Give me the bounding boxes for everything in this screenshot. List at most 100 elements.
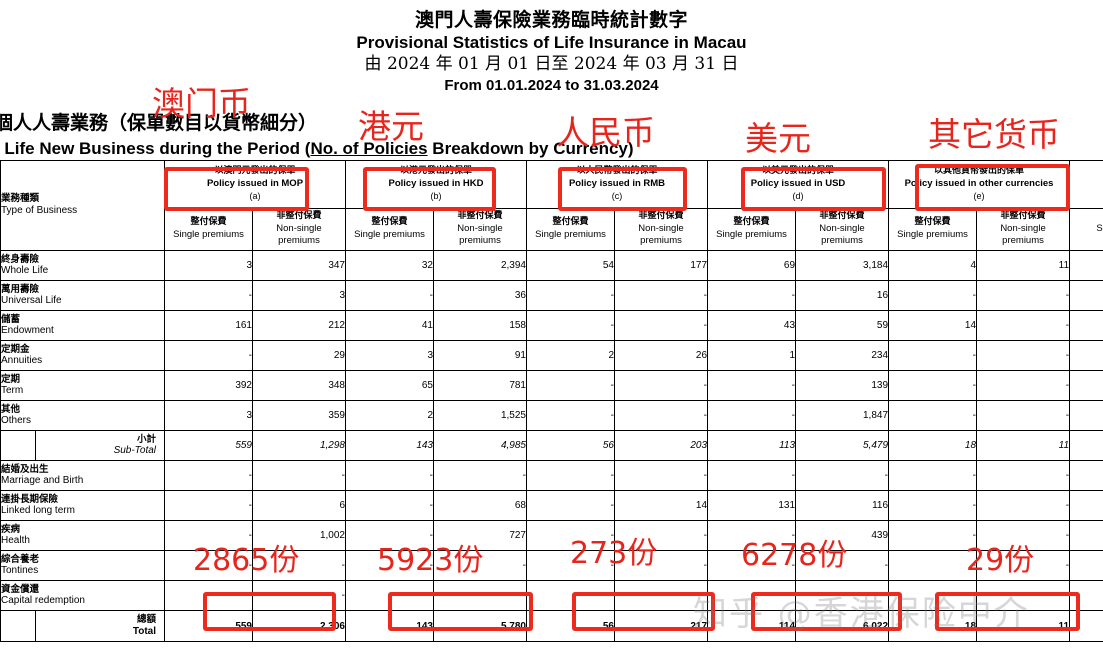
cell-x0-7: - [795, 460, 890, 491]
cell-x2-0: - [164, 520, 253, 551]
header-other-single: 整付保費 Single premiums [888, 208, 978, 251]
annotation-count-1: 5923份 [377, 543, 484, 578]
cell-x4-1: - [252, 580, 346, 611]
cell-x2-3: 727 [433, 520, 527, 551]
row-label-en: Others [1, 415, 32, 427]
sub-total-label-cn: 小計 [136, 433, 156, 445]
cell-sub-0: 559 [164, 430, 253, 461]
header-rmb-single: 整付保費 Single premiums [526, 208, 615, 251]
cell-x2-6: - [707, 520, 797, 551]
cell-r1-1: 3 [252, 280, 346, 311]
cell-r4-2: 65 [345, 370, 434, 401]
table-row-tontines: 綜合養老 Tontines - - - - - - - - - - [0, 550, 1103, 581]
row-label-en: Capital redemption [1, 595, 85, 607]
header-usd-nonsingle-en2: premiums [821, 235, 863, 247]
cell-x4-4: - [526, 580, 615, 611]
cell-r3-8: - [888, 340, 978, 371]
cell-x0-9: - [976, 460, 1071, 491]
cell-tot-2: 143 [345, 610, 434, 642]
cell-r0-2: 32 [345, 250, 434, 281]
cell-tot-0: 559 [164, 610, 253, 642]
cell-x3-3: - [433, 550, 527, 581]
cell-tot-4: 56 [526, 610, 615, 642]
total-label-cn: 總額 [136, 614, 156, 626]
cell-r5-3: 1,525 [433, 400, 527, 431]
cell-x1-1: 6 [252, 490, 346, 521]
currency-group-rmb-cn: 以人民幣發出的保單 [576, 166, 658, 177]
cell-tot-8: 18 [888, 610, 978, 642]
cell-r5-4: - [526, 400, 615, 431]
cell-r2-8: 14 [888, 310, 978, 341]
currency-group-other-cn: 以其他貨幣發出的保單 [934, 166, 1025, 177]
currency-group-rmb-en: Policy issued in RMB [568, 178, 666, 190]
currency-group-usd-cn: 以美元發出的保單 [762, 166, 835, 177]
table-row-annuities: 定期金 Annuities -29 3 91 2 26 1 234- - [0, 340, 1103, 371]
cell-r2-0: 161 [164, 310, 253, 341]
table-row-universal-life: 萬用壽險 Universal Life -3-36- - -16- - [0, 280, 1103, 311]
cell-r2-2: 41 [345, 310, 434, 341]
title-english: Provisional Statistics of Life Insurance… [356, 33, 747, 53]
cell-r2-9: - [976, 310, 1071, 341]
annotation-currency-3: 美元 [745, 119, 811, 158]
cell-sub-5: 203 [613, 430, 709, 461]
currency-group-hkd-cn: 以港元發出的保單 [399, 166, 472, 177]
cell-x2-7: 439 [795, 520, 890, 551]
cell-x1-8: - [888, 490, 978, 521]
cell-r4-cutoff [1069, 370, 1103, 401]
cell-r1-6: - [707, 280, 797, 311]
header-cutoff-label: S [1096, 223, 1103, 235]
row-label-cn: 定期 [1, 373, 21, 385]
cell-r4-5: - [613, 370, 709, 401]
cell-x4-5: - [613, 580, 709, 611]
header-mop-nonsingle-cn: 非整付保費 [276, 211, 322, 222]
cell-r4-6: - [707, 370, 797, 401]
row-label: 定期 Term [0, 370, 165, 401]
row-label: 連掛長期保險 Linked long term [0, 490, 165, 521]
section-heading-suffix: Breakdown by Currency) [427, 139, 634, 158]
row-label-en: Linked long term [1, 505, 75, 517]
cell-r5-5: - [613, 400, 709, 431]
row-label: 綜合養老 Tontines [0, 550, 165, 581]
cell-r0-3: 2,394 [433, 250, 527, 281]
row-label-cn: 定期金 [1, 343, 30, 355]
cell-r0-6: 69 [707, 250, 797, 281]
header-mop-nonsingle-en1: Non-single [276, 223, 322, 234]
cell-x3-0: - [164, 550, 253, 581]
cell-x1-3: 68 [433, 490, 527, 521]
table-row-others: 其他 Others 3 359 2 1,525- - -1,847- - [0, 400, 1103, 431]
type-of-business-header-en: Type of Business [1, 205, 78, 217]
cell-tot-1: 2,306 [252, 610, 346, 642]
cell-x2-cutoff [1069, 520, 1103, 551]
cell-r3-4: 2 [526, 340, 615, 371]
cell-r1-0: - [164, 280, 253, 311]
row-label-en: Whole Life [1, 265, 49, 277]
row-label-cn: 萬用壽險 [1, 283, 40, 295]
currency-group-hkd-en: Policy issued in HKD [388, 178, 484, 190]
cell-x1-9: - [976, 490, 1071, 521]
total-label-en: Total [132, 625, 156, 637]
total-label: 總額 Total [35, 610, 165, 642]
sub-total-spacer [0, 430, 36, 461]
cell-r3-5: 26 [613, 340, 709, 371]
header-mop-nonsingle: 非整付保費 Non-single premiums [252, 208, 346, 251]
currency-group-rmb: 以人民幣發出的保單 Policy issued in RMB (c) [525, 160, 709, 209]
currency-group-usd-letter: (d) [792, 190, 804, 201]
cell-x1-cutoff [1069, 490, 1103, 521]
header-mop-single-en: Single premiums [173, 229, 244, 241]
cell-sub-4: 56 [526, 430, 615, 461]
cell-x0-2: - [345, 460, 434, 491]
statistics-table: 業務種類 Type of Business 以澳門元發出的保單 Policy i… [0, 160, 1103, 642]
cell-r5-2: 2 [345, 400, 434, 431]
section-heading-english: idual Life New Business during the Perio… [0, 139, 634, 159]
header-rmb-nonsingle-en1: Non-single [638, 223, 684, 234]
cell-x3-cutoff [1069, 550, 1103, 581]
cell-r4-0: 392 [164, 370, 253, 401]
cell-tot-7: 6,022 [795, 610, 890, 642]
table-header-premium-row: 整付保費 Single premiums 非整付保費 Non-single pr… [1, 208, 1103, 251]
header-usd-single-en: Single premiums [716, 229, 787, 241]
currency-group-rmb-letter: (c) [611, 190, 623, 201]
header-mop-nonsingle-en2: premiums [278, 235, 320, 247]
cell-r5-8: - [888, 400, 978, 431]
row-label-en: Tontines [1, 565, 39, 577]
